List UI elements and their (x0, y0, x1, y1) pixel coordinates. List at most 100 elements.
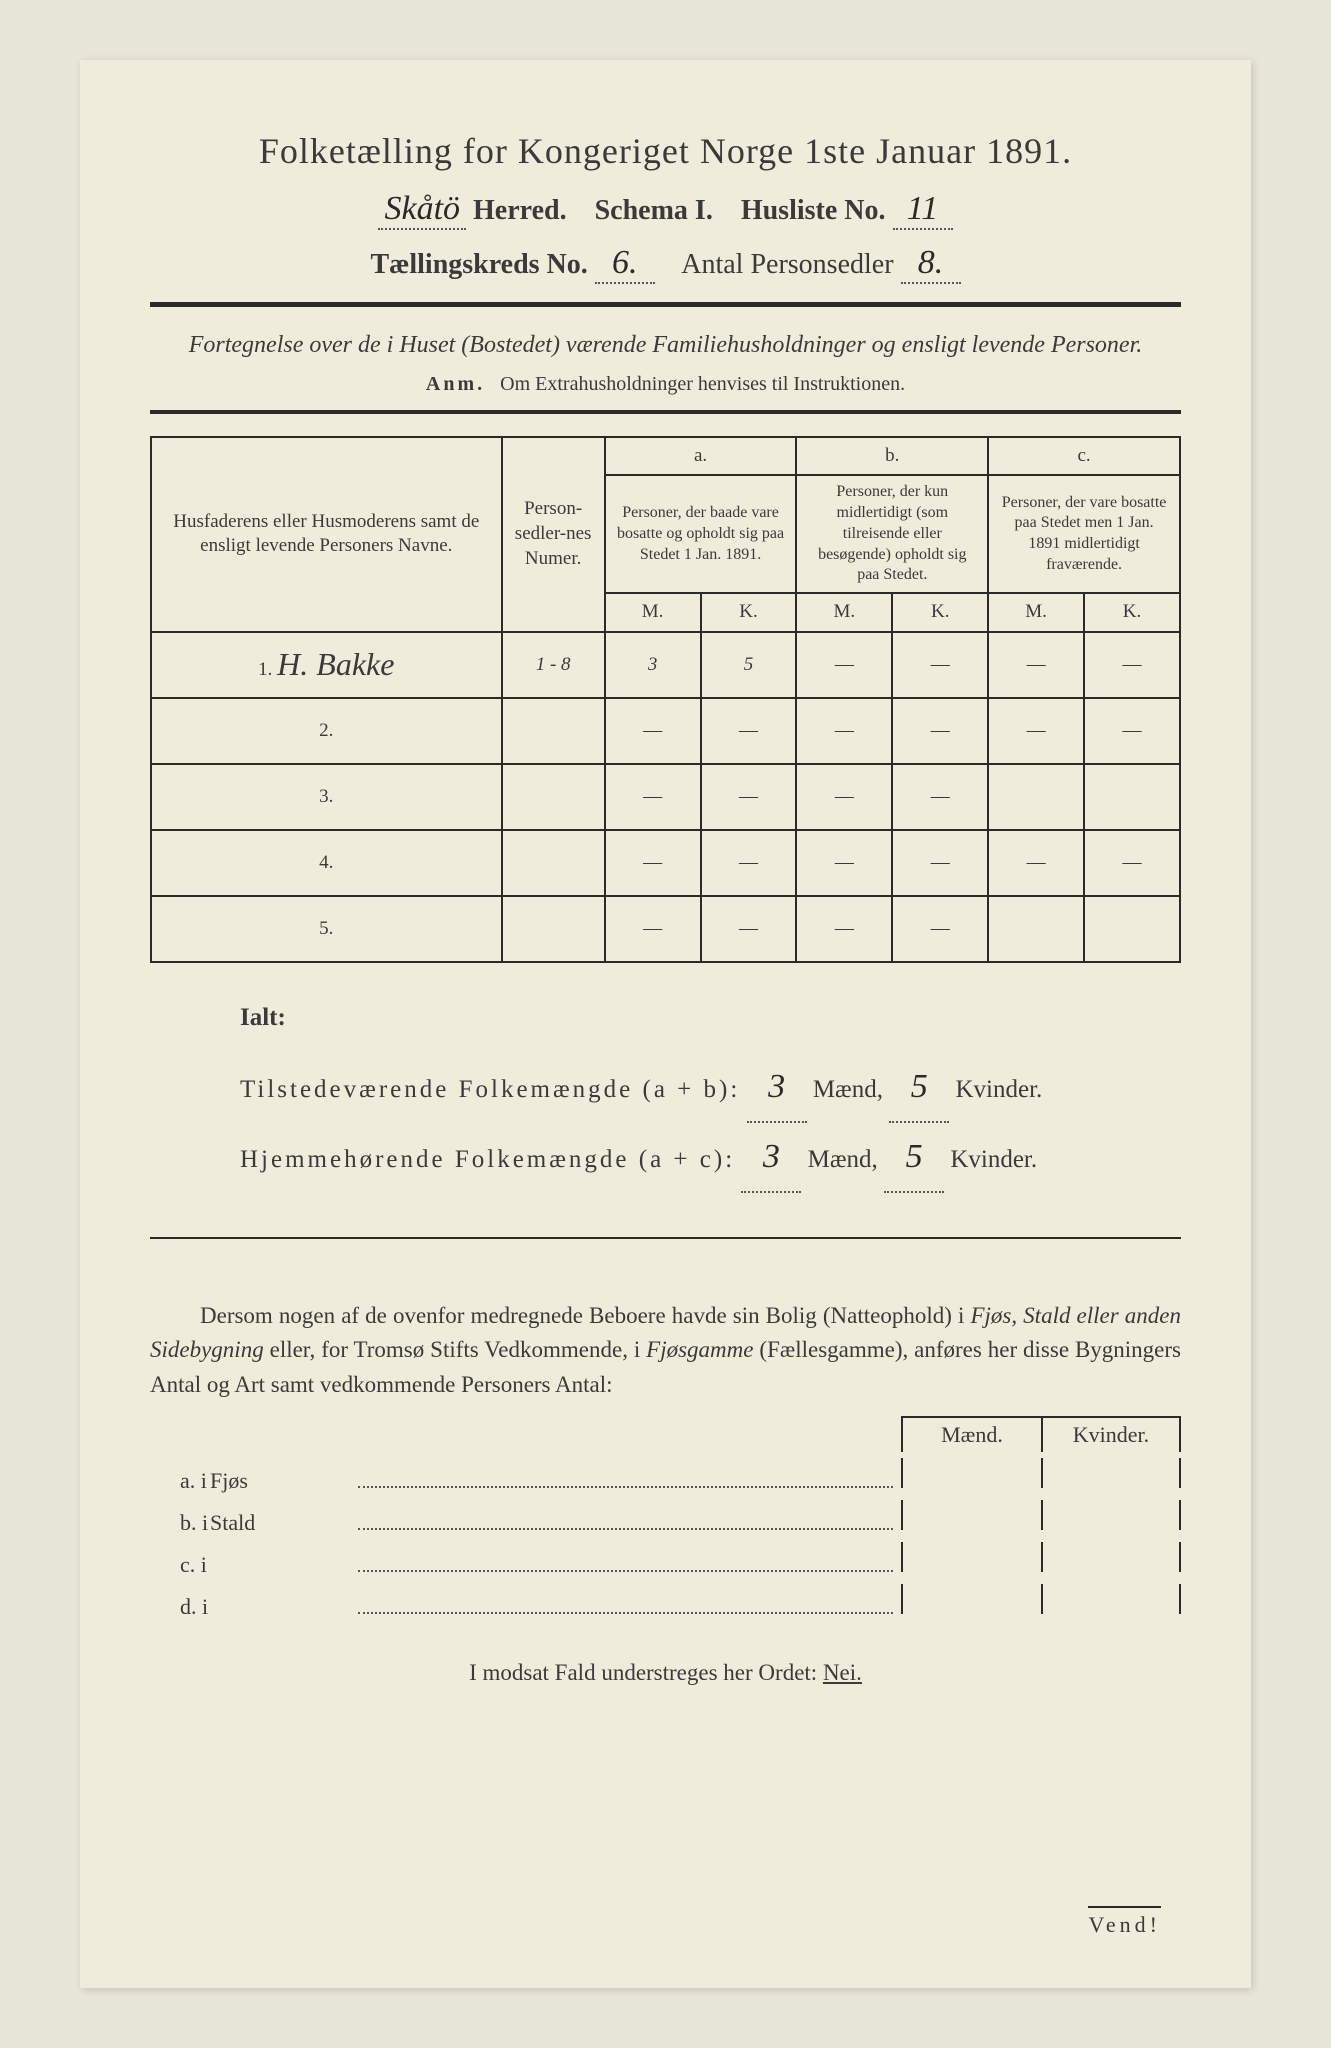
rule-1 (150, 302, 1181, 307)
antal-label: Antal Personsedler (681, 249, 893, 280)
sub-maend: Mænd. (901, 1416, 1041, 1452)
th-name: Husfaderens eller Husmoderens samt de en… (151, 437, 502, 632)
cell-ak: — (701, 830, 797, 896)
table-row: 1. H. Bakke 1 - 8 3 5 — — — — (151, 632, 1180, 698)
ialt-line-1: Tilstedeværende Folkemængde (a + b): 3 M… (240, 1053, 1181, 1123)
cell-bk: — (892, 896, 988, 962)
th-b-label: b. (796, 437, 988, 476)
cell-ak: — (701, 764, 797, 830)
kreds-label: Tællingskreds No. (370, 249, 587, 280)
table-row: 3. — — — — (151, 764, 1180, 830)
cell-cm (988, 896, 1084, 962)
cell-bm: — (796, 764, 892, 830)
cell-ck: — (1084, 698, 1180, 764)
husliste-label: Husliste No. (741, 195, 886, 226)
sub-row: b. i Stald (150, 1500, 1181, 1536)
cell-bk: — (892, 830, 988, 896)
cell-cm (988, 764, 1084, 830)
th-a: Personer, der baade vare bosatte og opho… (605, 475, 797, 593)
schema-label: Schema I. (595, 195, 713, 226)
kreds-no: 6. (595, 244, 655, 284)
husliste-no: 11 (893, 190, 953, 230)
cell-name: 3. (151, 764, 502, 830)
sub-row: d. i (150, 1584, 1181, 1620)
herred-label: Herred. (473, 195, 567, 226)
th-c-m: M. (988, 593, 1084, 632)
table-row: 2. — — — — — — (151, 698, 1180, 764)
sub-row: c. i (150, 1542, 1181, 1578)
cell-name: 4. (151, 830, 502, 896)
th-b: Personer, der kun midlertidigt (som tilr… (796, 475, 988, 593)
sub-headers: Mænd. Kvinder. (150, 1416, 1181, 1452)
th-a-k: K. (701, 593, 797, 632)
cell-ak: — (701, 698, 797, 764)
cell-am: — (605, 698, 701, 764)
cell-ck (1084, 896, 1180, 962)
cell-num (502, 896, 605, 962)
ialt-l2-k: 5 (884, 1123, 944, 1193)
th-b-m: M. (796, 593, 892, 632)
nei: Nei. (823, 1660, 862, 1685)
cell-am: — (605, 896, 701, 962)
ialt-line-2: Hjemmehørende Folkemængde (a + c): 3 Mæn… (240, 1123, 1181, 1193)
th-nummer: Person-sedler-nes Numer. (502, 437, 605, 632)
ialt-block: Ialt: Tilstedeværende Folkemængde (a + b… (150, 993, 1181, 1193)
cell-bm: — (796, 632, 892, 698)
anm-text: Om Extrahusholdninger henvises til Instr… (500, 373, 905, 395)
herred-value: Skåtö (378, 190, 466, 230)
anm-label: Anm. (426, 373, 485, 395)
ialt-l2-label: Hjemmehørende Folkemængde (a + c): (240, 1146, 735, 1173)
vend-label: Vend! (1088, 1906, 1161, 1938)
cell-name: 5. (151, 896, 502, 962)
th-c-label: c. (988, 437, 1180, 476)
cell-num (502, 764, 605, 830)
sub-row: a. i Fjøs (150, 1458, 1181, 1494)
cell-ak: 5 (701, 632, 797, 698)
cell-bm: — (796, 698, 892, 764)
cell-ck: — (1084, 830, 1180, 896)
kvinder-label: Kvinder. (950, 1146, 1037, 1173)
header-line-2: Skåtö Herred. Schema I. Husliste No. 11 (150, 190, 1181, 230)
census-form-page: Folketælling for Kongeriget Norge 1ste J… (80, 60, 1251, 1988)
header-line-3: Tællingskreds No. 6. Antal Personsedler … (150, 244, 1181, 284)
maend-label: Mænd, (808, 1146, 878, 1173)
th-c: Personer, der vare bosatte paa Stedet me… (988, 475, 1180, 593)
anm-line: Anm. Om Extrahusholdninger henvises til … (150, 373, 1181, 396)
ialt-l2-m: 3 (741, 1123, 801, 1193)
table-row: 5. — — — — (151, 896, 1180, 962)
antal-no: 8. (901, 244, 961, 284)
cell-name: 2. (151, 698, 502, 764)
cell-bk: — (892, 632, 988, 698)
cell-bm: — (796, 896, 892, 962)
sub-kvinder: Kvinder. (1041, 1416, 1181, 1452)
cell-num (502, 698, 605, 764)
ialt-l1-k: 5 (889, 1053, 949, 1123)
ialt-heading: Ialt: (240, 993, 1181, 1043)
th-a-m: M. (605, 593, 701, 632)
cell-ck (1084, 764, 1180, 830)
cell-am: — (605, 764, 701, 830)
th-c-k: K. (1084, 593, 1180, 632)
cell-cm: — (988, 698, 1084, 764)
rule-2 (150, 410, 1181, 414)
census-table: Husfaderens eller Husmoderens samt de en… (150, 436, 1181, 963)
cell-ak: — (701, 896, 797, 962)
cell-num (502, 830, 605, 896)
paragraph-bolig: Dersom nogen af de ovenfor medregnede Be… (150, 1299, 1181, 1403)
cell-ck: — (1084, 632, 1180, 698)
census-tbody: 1. H. Bakke 1 - 8 3 5 — — — — 2. — — — —… (151, 632, 1180, 962)
ialt-l1-m: 3 (747, 1053, 807, 1123)
cell-am: 3 (605, 632, 701, 698)
th-b-k: K. (892, 593, 988, 632)
page-title: Folketælling for Kongeriget Norge 1ste J… (150, 130, 1181, 172)
fortegnelse: Fortegnelse over de i Huset (Bostedet) v… (150, 329, 1181, 363)
cell-cm: — (988, 830, 1084, 896)
table-row: 4. — — — — — — (151, 830, 1180, 896)
kvinder-label: Kvinder. (955, 1076, 1042, 1103)
modsat-line: I modsat Fald understreges her Ordet: Ne… (150, 1660, 1181, 1686)
ialt-l1-label: Tilstedeværende Folkemængde (a + b): (240, 1076, 740, 1103)
cell-cm: — (988, 632, 1084, 698)
rule-3 (150, 1237, 1181, 1239)
cell-bm: — (796, 830, 892, 896)
th-a-label: a. (605, 437, 797, 476)
